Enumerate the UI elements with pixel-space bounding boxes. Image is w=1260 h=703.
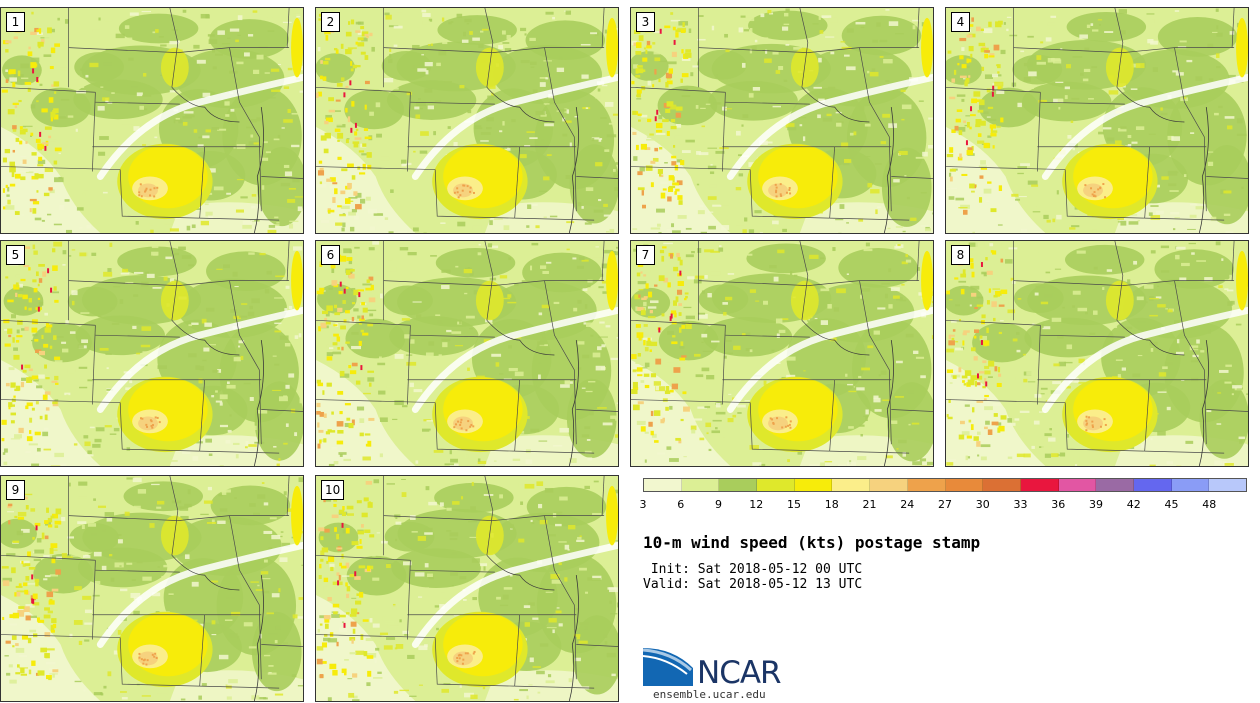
member-number-label: 5 <box>6 245 25 265</box>
member-panel-4[interactable]: 4 <box>945 7 1249 234</box>
colorbar-tick-label: 12 <box>749 498 764 511</box>
member-panel-8[interactable]: 8 <box>945 240 1249 467</box>
colorbar-tick-label: 33 <box>1013 498 1028 511</box>
colorbar-tick-label: 18 <box>824 498 839 511</box>
init-time: Init: Sat 2018-05-12 00 UTC <box>643 562 863 577</box>
member-number-label: 10 <box>321 480 345 500</box>
wind-speed-map <box>316 8 618 233</box>
ncar-logo-text: NCAR <box>697 655 782 691</box>
colorbar-tick-label: 24 <box>900 498 915 511</box>
colorbar-tick-label: 48 <box>1202 498 1217 511</box>
member-panel-10[interactable]: 10 <box>315 475 619 702</box>
colorbar-swatch <box>1020 479 1059 491</box>
wind-speed-map <box>946 8 1248 233</box>
colorbar-tick-label: 9 <box>715 498 722 511</box>
colorbar-tick-label: 39 <box>1089 498 1103 511</box>
member-panel-3[interactable]: 3 <box>630 7 934 234</box>
colorbar-swatch <box>907 479 946 491</box>
member-number-label: 3 <box>636 12 655 32</box>
colorbar-swatch <box>681 479 720 491</box>
colorbar-swatch <box>794 479 833 491</box>
wind-speed-map <box>1 476 303 701</box>
colorbar-tick-label: 30 <box>975 498 990 511</box>
ncar-logo-mark <box>642 648 693 686</box>
member-panel-7[interactable]: 7 <box>630 240 934 467</box>
colorbar-swatch <box>1058 479 1097 491</box>
colorbar-swatch <box>870 479 908 491</box>
member-number-label: 6 <box>321 245 340 265</box>
member-panel-6[interactable]: 6 <box>315 240 619 467</box>
wind-speed-map <box>946 241 1248 466</box>
colorbar-tick-label: 15 <box>787 498 801 511</box>
colorbar-tick-label: 45 <box>1164 498 1179 511</box>
valid-time: Valid: Sat 2018-05-12 13 UTC <box>643 577 863 592</box>
plot-title: 10-m wind speed (kts) postage stamp <box>643 533 981 552</box>
colorbar-swatch <box>1209 479 1246 491</box>
ensemble-url[interactable]: ensemble.ucar.edu <box>653 688 766 701</box>
member-number-label: 8 <box>951 245 970 265</box>
colorbar-swatch <box>832 479 871 491</box>
colorbar <box>643 478 1247 492</box>
member-panel-9[interactable]: 9 <box>0 475 304 702</box>
colorbar-tick-label: 6 <box>677 498 685 511</box>
wind-speed-map <box>631 8 933 233</box>
colorbar-tick-label: 27 <box>938 498 952 511</box>
colorbar-swatch <box>1096 479 1134 491</box>
colorbar-swatch <box>1133 479 1172 491</box>
member-panel-2[interactable]: 2 <box>315 7 619 234</box>
wind-speed-map <box>1 241 303 466</box>
member-panel-1[interactable]: 1 <box>0 7 304 234</box>
member-number-label: 9 <box>6 480 25 500</box>
colorbar-ticks: 3 6 9 12 15 18 21 24 27 30 33 36 39 42 45 48 <box>639 498 1247 512</box>
wind-speed-map <box>1 8 303 233</box>
wind-speed-map <box>316 476 618 701</box>
colorbar-swatch <box>983 479 1021 491</box>
wind-speed-map <box>316 241 618 466</box>
colorbar-tick-label: 21 <box>862 498 877 511</box>
colorbar-swatch <box>1171 479 1210 491</box>
colorbar-swatch <box>757 479 795 491</box>
colorbar-tick-label: 3 <box>639 498 647 511</box>
member-number-label: 1 <box>6 12 25 32</box>
colorbar-swatch <box>945 479 984 491</box>
ncar-logo[interactable]: NCAR <box>642 646 793 698</box>
member-panel-5[interactable]: 5 <box>0 240 304 467</box>
wind-speed-map <box>631 241 933 466</box>
colorbar-swatch <box>644 479 682 491</box>
member-number-label: 2 <box>321 12 340 32</box>
colorbar-swatch <box>719 479 758 491</box>
member-number-label: 4 <box>951 12 970 32</box>
colorbar-tick-label: 42 <box>1126 498 1141 511</box>
member-number-label: 7 <box>636 245 655 265</box>
colorbar-tick-label: 36 <box>1051 498 1066 511</box>
